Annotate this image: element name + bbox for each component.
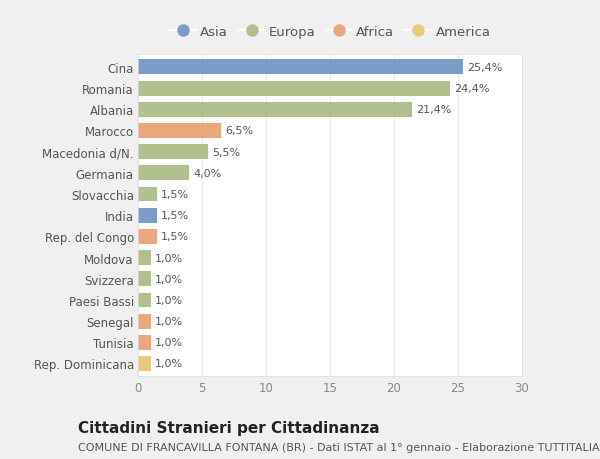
Bar <box>138 356 151 371</box>
Text: 1,0%: 1,0% <box>155 295 183 305</box>
Bar <box>138 166 189 181</box>
Bar <box>138 314 151 329</box>
Legend: Asia, Europa, Africa, America: Asia, Europa, Africa, America <box>167 23 493 41</box>
Bar <box>138 272 151 286</box>
Text: Cittadini Stranieri per Cittadinanza: Cittadini Stranieri per Cittadinanza <box>78 420 380 435</box>
Text: 1,0%: 1,0% <box>155 358 183 369</box>
Text: 21,4%: 21,4% <box>416 105 451 115</box>
Bar <box>138 187 157 202</box>
Bar <box>138 124 221 139</box>
Bar <box>138 145 208 160</box>
Text: 1,0%: 1,0% <box>155 274 183 284</box>
Text: 1,5%: 1,5% <box>161 211 189 221</box>
Bar <box>138 251 151 265</box>
Text: 5,5%: 5,5% <box>212 147 241 157</box>
Text: 25,4%: 25,4% <box>467 63 502 73</box>
Text: 24,4%: 24,4% <box>454 84 490 94</box>
Bar <box>138 230 157 244</box>
Text: 6,5%: 6,5% <box>225 126 253 136</box>
Text: 1,0%: 1,0% <box>155 337 183 347</box>
Bar <box>138 208 157 223</box>
Text: 1,0%: 1,0% <box>155 253 183 263</box>
Text: 1,5%: 1,5% <box>161 232 189 242</box>
Text: 1,5%: 1,5% <box>161 190 189 200</box>
Bar <box>138 103 412 118</box>
Bar <box>138 82 451 96</box>
Text: 1,0%: 1,0% <box>155 316 183 326</box>
Bar <box>138 61 463 75</box>
Bar <box>138 335 151 350</box>
Bar <box>138 293 151 308</box>
Text: COMUNE DI FRANCAVILLA FONTANA (BR) - Dati ISTAT al 1° gennaio - Elaborazione TUT: COMUNE DI FRANCAVILLA FONTANA (BR) - Dat… <box>78 442 600 452</box>
Text: 4,0%: 4,0% <box>193 168 221 179</box>
